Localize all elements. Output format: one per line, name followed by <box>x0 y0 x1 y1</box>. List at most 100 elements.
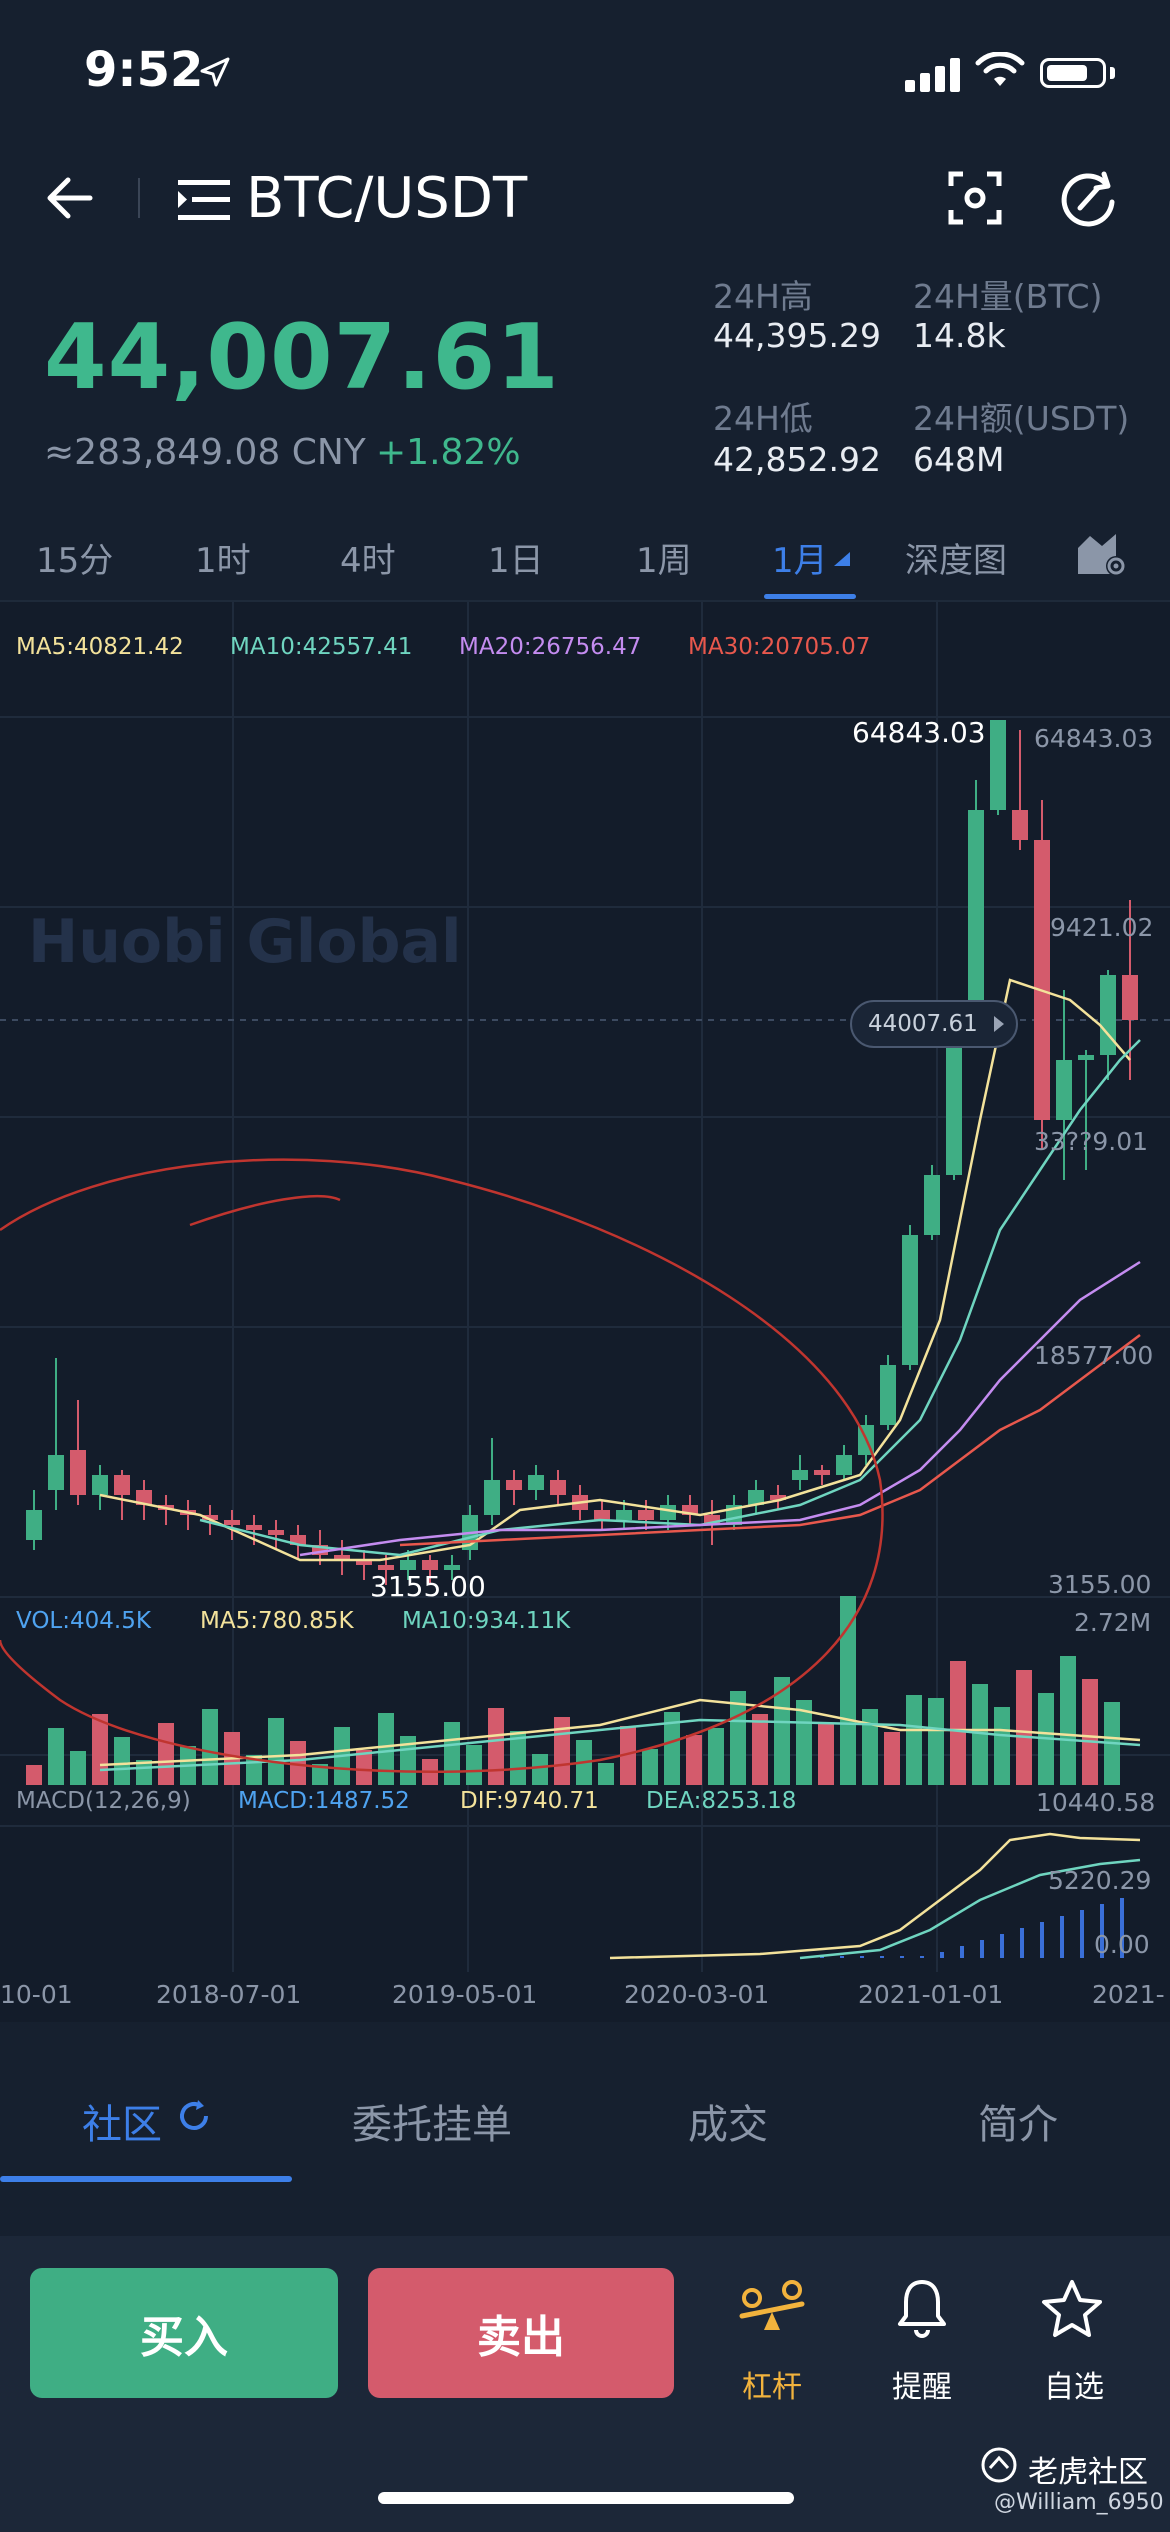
macd-params-label: MACD(12,26,9) <box>16 1788 191 1814</box>
bell-icon[interactable] <box>892 2276 952 2340</box>
tab-intro[interactable]: 简介 <box>978 2102 1058 2148</box>
candle-body <box>114 1475 130 1495</box>
candle-body <box>880 1365 896 1425</box>
volume-bar <box>202 1709 218 1785</box>
price-change-percent: +1.82% <box>376 432 521 473</box>
candle-body <box>202 1515 218 1520</box>
price-tick-top: 64843.03 <box>1034 724 1154 753</box>
tab-1hour[interactable]: 1时 <box>195 541 251 581</box>
current-price-tag[interactable]: 44007.61 <box>850 1000 1018 1048</box>
macd-histogram-bar <box>880 1956 884 1958</box>
screenshot-scan-icon[interactable] <box>945 168 1005 228</box>
volume-bar <box>884 1732 900 1785</box>
dif-line <box>609 1832 1141 1960</box>
chart-settings-icon[interactable] <box>1076 530 1128 578</box>
favorite-label[interactable]: 自选 <box>1044 2370 1104 2405</box>
candle-body <box>224 1520 240 1525</box>
refresh-small-icon[interactable] <box>176 2098 212 2134</box>
volume-ma5-line <box>99 1698 1141 1767</box>
tab-trades[interactable]: 成交 <box>688 2102 768 2148</box>
candle-body <box>422 1560 438 1570</box>
volume-bar <box>378 1713 394 1785</box>
moving-average-line <box>199 1039 1141 1557</box>
moving-average-line <box>99 978 1131 1562</box>
high-24h-label: 24H高 <box>713 277 813 316</box>
battery-icon <box>1040 58 1106 88</box>
trading-pair-title[interactable]: BTC/USDT <box>246 166 528 231</box>
candle-body <box>290 1535 306 1545</box>
low-24h-label: 24H低 <box>713 399 813 438</box>
chevron-right-icon <box>994 1016 1004 1032</box>
amount-24h-value: 648M <box>913 440 1005 479</box>
macd-histogram-bar <box>920 1956 924 1958</box>
info-tab-underline <box>0 2176 292 2182</box>
active-tab-underline <box>764 594 856 599</box>
menu-list-icon[interactable] <box>178 178 230 222</box>
tab-1month[interactable]: 1月 <box>772 541 828 581</box>
volume-max-tick: 2.72M <box>1074 1608 1152 1637</box>
macd-histogram-bar <box>1060 1916 1064 1958</box>
tab-open-orders[interactable]: 委托挂单 <box>352 2102 512 2148</box>
max-price-marker: 64843.03 <box>852 716 986 749</box>
buy-button[interactable]: 买入 <box>30 2268 338 2398</box>
candle-body <box>1078 1055 1094 1060</box>
tab-depth-chart[interactable]: 深度图 <box>905 541 1007 581</box>
macd-tick-mid: 5220.29 <box>1048 1866 1152 1895</box>
macd-histogram-bar <box>840 1956 844 1958</box>
volume-bar <box>840 1596 856 1785</box>
header-divider <box>138 178 140 218</box>
candle-body <box>528 1475 544 1490</box>
back-arrow-icon[interactable] <box>40 168 100 228</box>
volume-bar <box>928 1698 944 1785</box>
kline-chart-panel[interactable]: Huobi Global <box>0 602 1170 2022</box>
volume-24h-label: 24H量(BTC) <box>913 277 1103 316</box>
candle-body <box>136 1490 152 1505</box>
leverage-label[interactable]: 杠杆 <box>742 2370 802 2405</box>
macd-histogram-bar <box>1000 1934 1004 1958</box>
candle-body <box>246 1525 262 1530</box>
candle-body <box>682 1505 698 1515</box>
cellular-signal-icon <box>905 58 961 96</box>
current-price-tag-value: 44007.61 <box>868 1011 978 1037</box>
refresh-icon[interactable] <box>1058 168 1118 228</box>
sell-button[interactable]: 卖出 <box>368 2268 674 2398</box>
volume-bar <box>466 1745 482 1785</box>
candle-body <box>902 1235 918 1365</box>
dea-line <box>799 1858 1141 1960</box>
candle-body <box>704 1515 720 1525</box>
volume-bar <box>136 1760 152 1785</box>
volume-bar <box>598 1763 614 1785</box>
tab-4hour[interactable]: 4时 <box>340 541 396 581</box>
candle-body <box>92 1475 108 1495</box>
macd-histogram-bar <box>1120 1898 1124 1958</box>
leverage-icon[interactable] <box>738 2280 806 2340</box>
candle-body <box>1100 975 1116 1055</box>
macd-histogram-bar <box>1040 1922 1044 1958</box>
volume-bar <box>444 1722 460 1785</box>
tab-1week[interactable]: 1周 <box>636 541 692 581</box>
volume-bar <box>1082 1679 1098 1785</box>
chart-watermark: Huobi Global <box>28 907 462 977</box>
kline-chart[interactable]: Huobi Global <box>0 602 1170 2022</box>
location-arrow-icon <box>200 57 230 87</box>
volume-bar <box>356 1750 372 1785</box>
tab-1day[interactable]: 1日 <box>488 541 544 581</box>
alert-label[interactable]: 提醒 <box>892 2370 952 2405</box>
min-price-marker: 3155.00 <box>370 1570 486 1603</box>
volume-bar <box>92 1714 108 1785</box>
tab-community[interactable]: 社区 <box>82 2102 162 2148</box>
volume-bar <box>26 1765 42 1785</box>
candle-body <box>378 1565 394 1570</box>
volume-bar <box>620 1726 636 1785</box>
ma5-label: MA5:40821.42 <box>16 634 184 660</box>
candle-body <box>312 1545 328 1555</box>
candle-body <box>836 1455 852 1475</box>
volume-24h-value: 14.8k <box>913 316 1006 355</box>
candle-body <box>550 1480 566 1495</box>
volume-bar <box>862 1709 878 1785</box>
star-icon[interactable] <box>1040 2278 1104 2340</box>
tab-15min[interactable]: 15分 <box>36 541 114 581</box>
volume-bar <box>708 1728 724 1785</box>
candle-body <box>334 1555 350 1560</box>
volume-bar <box>532 1754 548 1785</box>
